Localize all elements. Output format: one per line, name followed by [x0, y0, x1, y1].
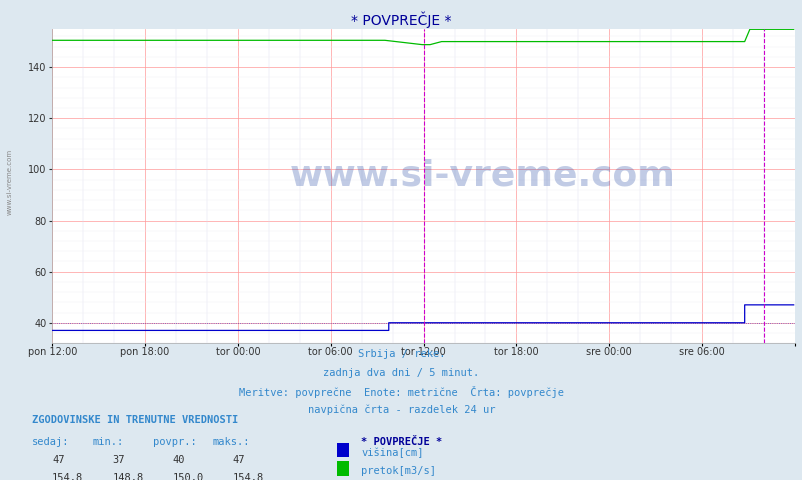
Text: povpr.:: povpr.:: [152, 437, 196, 447]
Text: * POVPREČJE *: * POVPREČJE *: [350, 12, 452, 28]
Text: 148,8: 148,8: [112, 473, 144, 480]
Text: sedaj:: sedaj:: [32, 437, 70, 447]
Text: * POVPREČJE *: * POVPREČJE *: [361, 437, 442, 447]
Text: Srbija / reke.: Srbija / reke.: [358, 349, 444, 360]
Text: višina[cm]: višina[cm]: [361, 448, 423, 458]
Text: maks.:: maks.:: [213, 437, 250, 447]
Text: 40: 40: [172, 455, 185, 465]
Text: ZGODOVINSKE IN TRENUTNE VREDNOSTI: ZGODOVINSKE IN TRENUTNE VREDNOSTI: [32, 415, 238, 425]
Text: zadnja dva dni / 5 minut.: zadnja dva dni / 5 minut.: [323, 368, 479, 378]
Text: 47: 47: [233, 455, 245, 465]
Text: Meritve: povprečne  Enote: metrične  Črta: povprečje: Meritve: povprečne Enote: metrične Črta:…: [239, 386, 563, 398]
Text: www.si-vreme.com: www.si-vreme.com: [6, 149, 12, 216]
Text: 37: 37: [112, 455, 125, 465]
Text: 154,8: 154,8: [52, 473, 83, 480]
Text: www.si-vreme.com: www.si-vreme.com: [290, 159, 675, 193]
Text: 47: 47: [52, 455, 65, 465]
Text: navpična črta - razdelek 24 ur: navpična črta - razdelek 24 ur: [307, 404, 495, 415]
Text: pretok[m3/s]: pretok[m3/s]: [361, 466, 435, 476]
Text: min.:: min.:: [92, 437, 124, 447]
Text: 154,8: 154,8: [233, 473, 264, 480]
Text: 150,0: 150,0: [172, 473, 204, 480]
